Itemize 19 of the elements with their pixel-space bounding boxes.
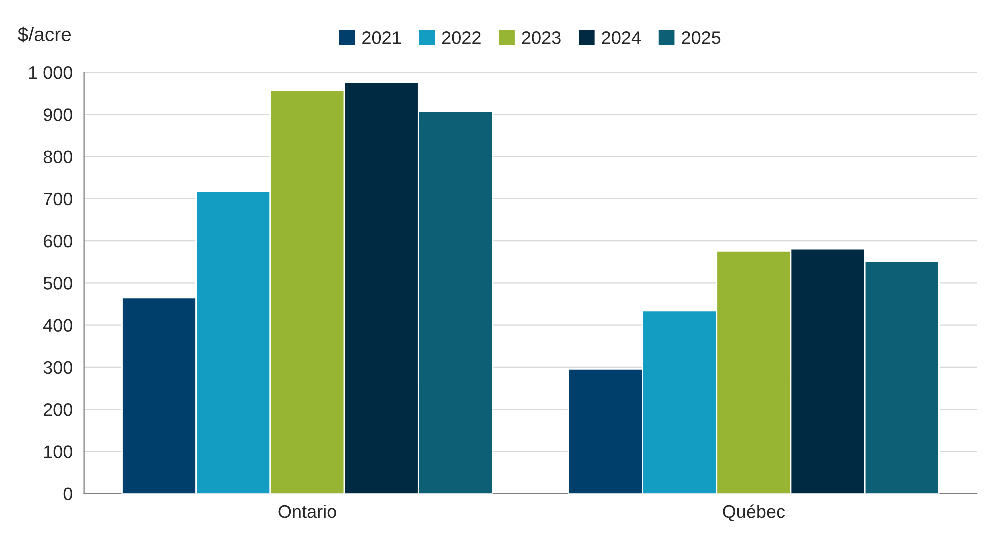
y-tick-label: 0 xyxy=(64,488,73,501)
y-tick-label: 700 xyxy=(44,192,73,206)
x-tick-label: Québec xyxy=(723,504,786,522)
y-tick-label: 200 xyxy=(44,404,73,416)
y-tick-label: 600 xyxy=(44,234,73,248)
legend-label: 2023 xyxy=(522,32,561,44)
y-tick-label: 300 xyxy=(44,361,73,374)
y-axis-title: $/acre xyxy=(18,26,72,43)
legend-label: 2022 xyxy=(442,32,481,44)
x-tick-label: Ontario xyxy=(278,504,336,518)
y-tick-label: 1 000 xyxy=(29,66,73,80)
y-tick-label: 800 xyxy=(44,150,73,164)
y-tick-label: 500 xyxy=(44,277,73,290)
y-tick-label: 900 xyxy=(44,108,73,122)
y-tick-label: 400 xyxy=(44,319,73,332)
y-tick-label: 100 xyxy=(44,446,73,458)
legend-label: 2025 xyxy=(682,32,721,44)
legend-label: 2024 xyxy=(602,32,641,44)
legend-label: 2021 xyxy=(362,32,401,44)
